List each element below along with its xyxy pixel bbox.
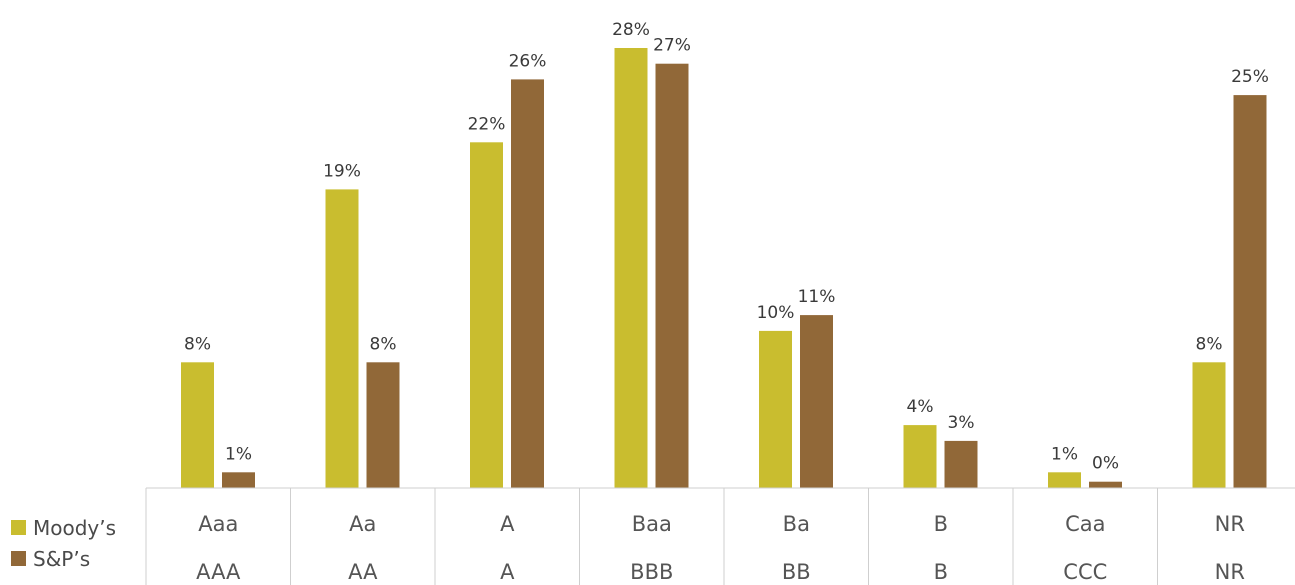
category-label-moodys-5: Ba (783, 512, 810, 536)
bar-sp-3 (511, 79, 544, 489)
data-label-moodys-7: 1% (1051, 444, 1078, 464)
legend-label-sp: S&P’s (33, 547, 90, 571)
data-label-moodys-1: 8% (184, 334, 211, 354)
bar-sp-6 (944, 440, 978, 488)
bar-sp-7 (1089, 481, 1122, 488)
category-label-moodys-8: NR (1215, 512, 1245, 536)
category-label-sp-7: CCC (1063, 560, 1107, 584)
data-label-moodys-2: 19% (323, 161, 361, 181)
legend-label-moodys: Moody’s (33, 516, 116, 540)
bar-moodys-6 (903, 425, 937, 488)
data-label-sp-8: 25% (1231, 67, 1269, 87)
bar-moodys-2 (325, 189, 359, 488)
legend-swatch-moodys (11, 520, 26, 535)
category-label-sp-8: NR (1215, 560, 1245, 584)
data-label-moodys-3: 22% (468, 114, 506, 134)
data-label-sp-7: 0% (1092, 454, 1119, 474)
data-label-sp-1: 1% (225, 444, 252, 464)
bars-layer (181, 48, 1267, 489)
category-label-moodys-4: Baa (632, 512, 672, 536)
bar-moodys-8 (1192, 362, 1226, 488)
bar-moodys-3 (470, 142, 503, 489)
bar-sp-2 (366, 362, 400, 488)
bar-moodys-5 (759, 330, 792, 488)
category-label-moodys-6: B (934, 512, 948, 536)
bar-moodys-1 (181, 362, 214, 488)
data-label-sp-2: 8% (370, 334, 397, 354)
bar-sp-8 (1233, 95, 1267, 488)
category-label-sp-6: B (934, 560, 948, 584)
data-label-sp-5: 11% (798, 287, 836, 307)
data-label-moodys-4: 28% (612, 20, 650, 40)
data-label-sp-3: 26% (509, 51, 547, 71)
legend-swatch-sp (11, 551, 26, 566)
category-label-sp-5: BB (782, 560, 811, 584)
bar-sp-1 (222, 472, 255, 488)
bar-moodys-4 (614, 48, 648, 488)
data-label-sp-4: 27% (653, 36, 691, 56)
data-label-moodys-6: 4% (907, 397, 934, 417)
data-label-moodys-8: 8% (1196, 334, 1223, 354)
category-label-sp-4: BBB (630, 560, 673, 584)
category-label-sp-2: AA (348, 560, 378, 584)
bar-sp-4 (655, 63, 689, 488)
legend: Moody’s S&P’s (11, 516, 116, 571)
data-label-sp-6: 3% (948, 413, 975, 433)
bar-moodys-7 (1048, 472, 1081, 488)
category-label-sp-1: AAA (196, 560, 241, 584)
category-label-sp-3: A (500, 560, 515, 584)
category-label-moodys-3: A (500, 512, 515, 536)
bar-sp-5 (800, 315, 833, 488)
category-label-moodys-1: Aaa (198, 512, 238, 536)
data-label-moodys-5: 10% (757, 303, 795, 323)
category-label-moodys-2: Aa (349, 512, 376, 536)
category-label-moodys-7: Caa (1065, 512, 1105, 536)
value-labels-layer: 8% 1% 19% 8% 22% 26% 28%27% 10%11% 4% 3% 1% 0% 8% 25% (184, 20, 1269, 474)
